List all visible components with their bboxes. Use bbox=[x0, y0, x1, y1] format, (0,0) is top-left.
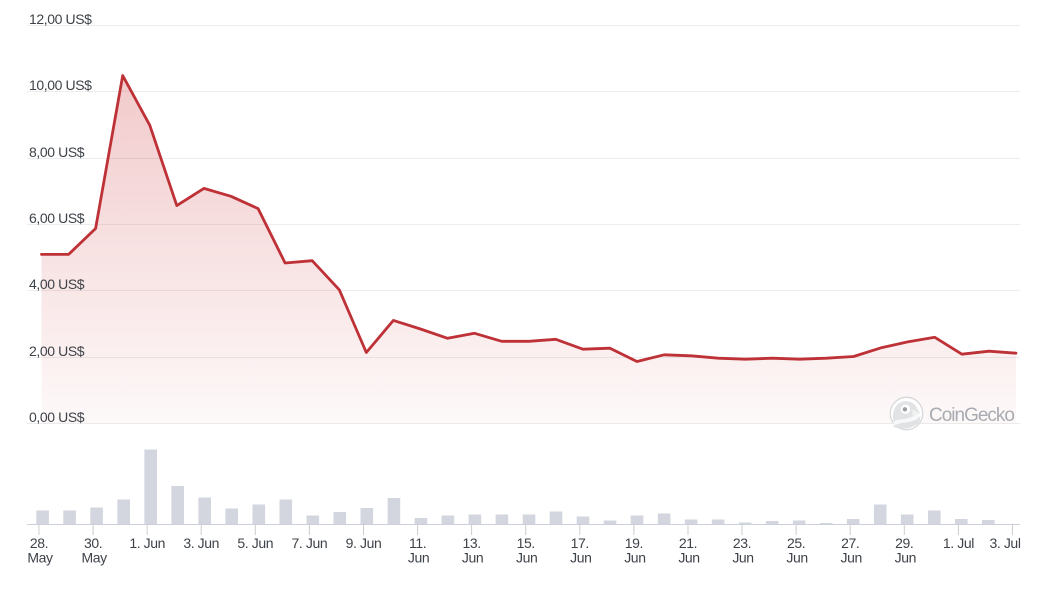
svg-text:30.: 30. bbox=[84, 535, 102, 551]
svg-text:21.: 21. bbox=[679, 535, 697, 551]
svg-text:Jun: Jun bbox=[841, 550, 862, 566]
svg-text:10,00 US$: 10,00 US$ bbox=[29, 77, 92, 93]
svg-text:11.: 11. bbox=[409, 535, 426, 551]
svg-text:May: May bbox=[27, 550, 53, 566]
svg-text:5. Jun: 5. Jun bbox=[237, 535, 273, 551]
svg-text:27.: 27. bbox=[841, 535, 859, 551]
svg-text:9. Jun: 9. Jun bbox=[346, 535, 382, 551]
svg-text:17.: 17. bbox=[571, 535, 589, 551]
svg-text:1. Jun: 1. Jun bbox=[129, 535, 165, 551]
svg-text:Jun: Jun bbox=[570, 550, 591, 566]
svg-text:29.: 29. bbox=[895, 535, 913, 551]
svg-text:13.: 13. bbox=[462, 535, 480, 551]
svg-text:May: May bbox=[81, 550, 107, 566]
svg-text:Jun: Jun bbox=[462, 550, 483, 566]
svg-text:8,00 US$: 8,00 US$ bbox=[29, 144, 85, 160]
svg-text:Jun: Jun bbox=[408, 550, 429, 566]
svg-text:15.: 15. bbox=[517, 535, 535, 551]
svg-text:4,00 US$: 4,00 US$ bbox=[29, 276, 85, 292]
svg-text:Jun: Jun bbox=[516, 550, 537, 566]
svg-text:Jun: Jun bbox=[895, 550, 916, 566]
svg-text:12,00 US$: 12,00 US$ bbox=[29, 11, 92, 27]
svg-text:CoinGecko: CoinGecko bbox=[929, 405, 1014, 426]
svg-text:6,00 US$: 6,00 US$ bbox=[29, 210, 85, 226]
svg-text:25.: 25. bbox=[787, 535, 805, 551]
svg-text:23.: 23. bbox=[733, 535, 751, 551]
svg-text:1. Jul: 1. Jul bbox=[943, 535, 974, 551]
svg-text:0,00 US$: 0,00 US$ bbox=[29, 409, 85, 425]
svg-text:7. Jun: 7. Jun bbox=[292, 535, 328, 551]
svg-text:3. Jun: 3. Jun bbox=[183, 535, 219, 551]
svg-text:Jun: Jun bbox=[678, 550, 699, 566]
svg-text:Jun: Jun bbox=[624, 550, 645, 566]
svg-text:28.: 28. bbox=[30, 535, 48, 551]
svg-text:Jun: Jun bbox=[732, 550, 753, 566]
svg-text:19.: 19. bbox=[625, 535, 643, 551]
svg-text:Jun: Jun bbox=[786, 550, 807, 566]
svg-text:3. Jul: 3. Jul bbox=[989, 535, 1020, 551]
svg-text:2,00 US$: 2,00 US$ bbox=[29, 343, 85, 359]
